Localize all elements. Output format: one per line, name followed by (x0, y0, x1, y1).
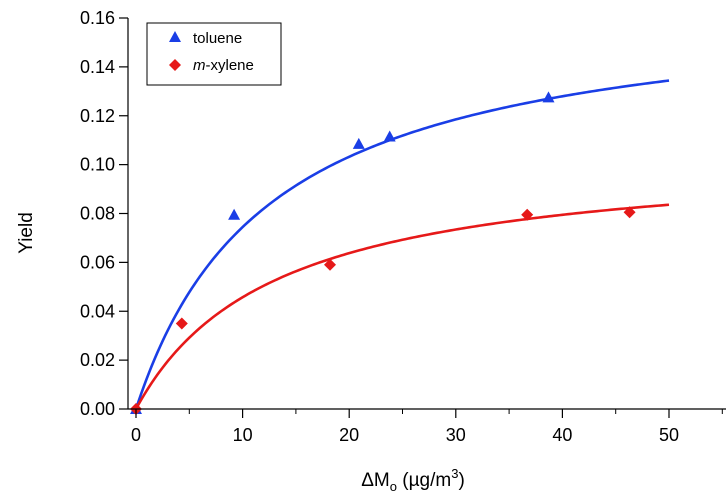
x-axis-title-superscript: 3 (451, 466, 458, 481)
x-axis-title-close: ) (458, 470, 464, 491)
legend-marker-m-xylene (169, 59, 181, 71)
marker-toluene-2 (352, 137, 365, 149)
marker-m-xylene-4 (623, 206, 636, 219)
legend-marker-toluene (169, 31, 181, 42)
x-tick-label-5: 50 (659, 425, 679, 445)
fit-curve-m-xylene (134, 203, 670, 410)
fit-curves (134, 79, 670, 410)
marker-m-xylene-3 (521, 208, 534, 221)
y-tick-label-3: 0.06 (80, 252, 115, 272)
x-tick-label-4: 40 (552, 425, 572, 445)
x-tick-label-2: 20 (339, 425, 359, 445)
marker-toluene-3 (383, 130, 396, 142)
x-axis-title-units: (µg/m (397, 470, 451, 491)
x-tick-label-1: 10 (233, 425, 253, 445)
marker-m-xylene-2 (324, 258, 336, 271)
legend-label-m-xylene-rest: -xylene (206, 57, 254, 74)
y-tick-label-8: 0.16 (80, 8, 115, 28)
y-axis-title: Yield (16, 212, 37, 254)
x-axis-title-subscript: o (390, 479, 397, 494)
legend-label-m-xylene: m-xylene (193, 57, 254, 74)
legend-box (146, 22, 282, 86)
y-tick-label-2: 0.04 (80, 301, 115, 321)
y-tick-label-0: 0.00 (80, 399, 115, 419)
x-axis-ticks: 0 10 20 30 40 50 (131, 409, 723, 445)
x-tick-label-3: 30 (446, 425, 466, 445)
x-axis-title-main: ΔM (361, 470, 390, 491)
y-tick-label-5: 0.10 (80, 155, 115, 175)
legend: toluene m-xylene (146, 22, 282, 86)
y-tick-label-1: 0.02 (80, 350, 115, 370)
marker-m-xylene-1 (175, 317, 188, 330)
legend-label-toluene: toluene (193, 30, 242, 47)
x-tick-label-0: 0 (131, 425, 141, 445)
x-axis-title: ΔMo (µg/m3) (361, 466, 465, 494)
y-tick-label-6: 0.12 (80, 106, 115, 126)
y-axis-ticks: 0.00 0.02 0.04 0.06 0.08 0.10 0.12 0.14 0.16 (80, 8, 128, 419)
y-tick-label-7: 0.14 (80, 57, 115, 77)
legend-label-m-xylene-italic: m (193, 57, 206, 74)
marker-toluene-1 (228, 208, 241, 220)
marker-toluene-4 (542, 91, 555, 103)
fit-curve-toluene (134, 79, 670, 410)
y-tick-label-4: 0.08 (80, 204, 115, 224)
